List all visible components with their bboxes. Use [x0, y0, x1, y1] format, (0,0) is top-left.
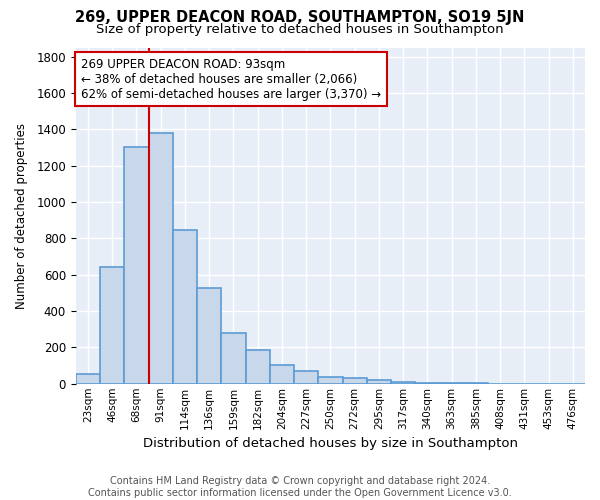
Y-axis label: Number of detached properties: Number of detached properties: [15, 122, 28, 308]
Bar: [270, 364, 294, 384]
Bar: [415, 383, 440, 384]
Bar: [124, 148, 149, 384]
Bar: [173, 230, 197, 384]
Bar: [318, 378, 343, 384]
Bar: [367, 380, 391, 384]
Text: 269 UPPER DEACON ROAD: 93sqm
← 38% of detached houses are smaller (2,066)
62% of: 269 UPPER DEACON ROAD: 93sqm ← 38% of de…: [81, 58, 381, 100]
Bar: [76, 374, 100, 384]
X-axis label: Distribution of detached houses by size in Southampton: Distribution of detached houses by size …: [143, 437, 518, 450]
Bar: [100, 268, 124, 384]
Bar: [440, 383, 464, 384]
Bar: [343, 378, 367, 384]
Bar: [294, 371, 318, 384]
Bar: [391, 382, 415, 384]
Text: Size of property relative to detached houses in Southampton: Size of property relative to detached ho…: [96, 22, 504, 36]
Bar: [197, 288, 221, 384]
Text: Contains HM Land Registry data © Crown copyright and database right 2024.
Contai: Contains HM Land Registry data © Crown c…: [88, 476, 512, 498]
Bar: [221, 333, 245, 384]
Bar: [149, 133, 173, 384]
Bar: [245, 350, 270, 384]
Text: 269, UPPER DEACON ROAD, SOUTHAMPTON, SO19 5JN: 269, UPPER DEACON ROAD, SOUTHAMPTON, SO1…: [76, 10, 524, 25]
